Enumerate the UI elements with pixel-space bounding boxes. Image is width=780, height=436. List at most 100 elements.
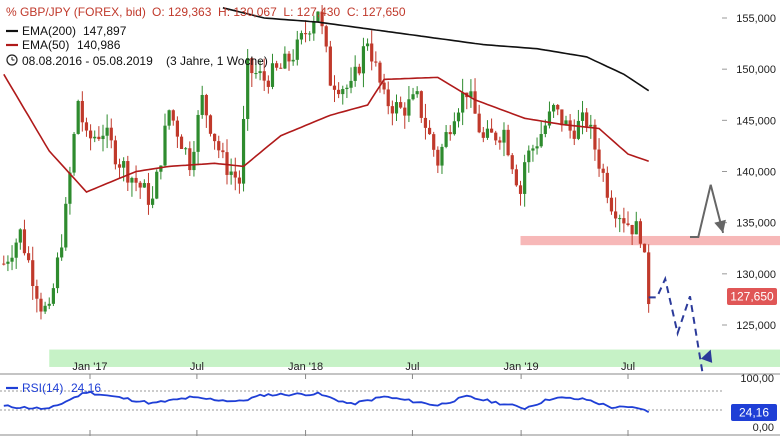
candle [192,141,196,177]
candle [312,15,316,41]
candle [531,144,535,162]
candle [580,100,585,135]
candle [229,158,233,185]
candle [473,78,477,114]
candle [142,179,146,188]
ema200-legend-value: 147,897 [83,24,127,38]
candle [196,110,200,166]
ema50-line [3,73,649,193]
candle [357,63,361,76]
candle [370,30,374,71]
y-tick-label: 135,000 [736,218,776,230]
rsi-value: 24,16 [71,381,101,395]
candle [233,157,237,191]
candle [76,99,80,135]
candle [394,94,399,122]
candle [564,115,568,126]
candle [415,86,419,98]
projection-up-arrowhead [714,219,726,233]
projection-down-arrowhead [700,349,713,363]
x-tick-label: Jul [405,361,419,373]
candle [427,120,432,135]
candle [88,124,93,151]
candle [630,224,634,246]
candle [647,244,651,313]
rsi-level-0: 0,00 [753,422,774,434]
candle [510,153,514,174]
candle [101,124,105,152]
candle [489,118,494,133]
candle [469,79,473,108]
candle [126,155,130,191]
candle [535,137,539,155]
price-badge-text: 127,650 [730,290,774,304]
rsi-badge [731,404,777,421]
candle [440,143,444,174]
ema50-legend-label: EMA(50) [22,38,69,52]
candle [576,109,580,141]
candle [626,211,630,227]
candle [188,141,192,177]
candle [506,124,510,157]
ohlc-values: O: 129,363 H: 130,067 L: 127,430 C: 127,… [152,5,406,19]
rsi-level-100: 100,00 [740,373,774,385]
candle [539,121,543,148]
candle [171,109,175,126]
candle [518,180,523,206]
candle [22,219,27,256]
candle [572,119,576,146]
candle [266,75,270,94]
rsi-label: RSI(14) [22,381,63,395]
candle [456,108,461,128]
candle [551,103,556,118]
projection-down-line [648,275,704,373]
candle [295,30,299,66]
x-tick-label: Jul [621,361,635,373]
candle [217,135,221,159]
candle [237,170,242,194]
candle [560,109,564,132]
candle [146,172,151,215]
candle [208,114,213,137]
symbol-title: GBP/JPY (FOREX, bid) [20,5,146,19]
candle [270,53,275,90]
candle [568,114,572,139]
candle [31,246,35,300]
candle [399,96,403,109]
candle [403,102,407,129]
candle [642,243,647,253]
candle [498,136,502,150]
candle [332,75,337,103]
ema200-legend-label: EMA(200) [22,24,76,38]
candle [18,228,22,250]
candles [2,5,651,320]
candle [634,211,638,235]
candle [556,104,560,116]
candle [423,103,428,140]
candle [390,100,394,126]
candle [547,101,552,129]
date-range: 08.08.2016 - 05.08.2019 [22,54,153,68]
candle [527,145,531,173]
candle [361,37,366,88]
candle [303,20,308,43]
candle [341,85,345,105]
candle [109,118,113,149]
y-tick-label: 155,000 [736,13,776,25]
candle [51,283,55,307]
candle [84,117,89,137]
candle [246,49,250,131]
x-tick-label: Jan '19 [504,361,539,373]
y-tick-label: 130,000 [736,269,776,281]
candle [622,207,626,233]
x-axis: Jan '17 Jul Jan '18 Jul Jan '19 Jul [72,361,635,436]
candle [477,104,481,134]
candle [605,166,609,204]
candle [386,81,390,115]
candle [502,122,506,157]
candle [113,135,117,170]
candle [279,63,283,69]
candle [638,218,643,248]
candle [130,176,134,197]
